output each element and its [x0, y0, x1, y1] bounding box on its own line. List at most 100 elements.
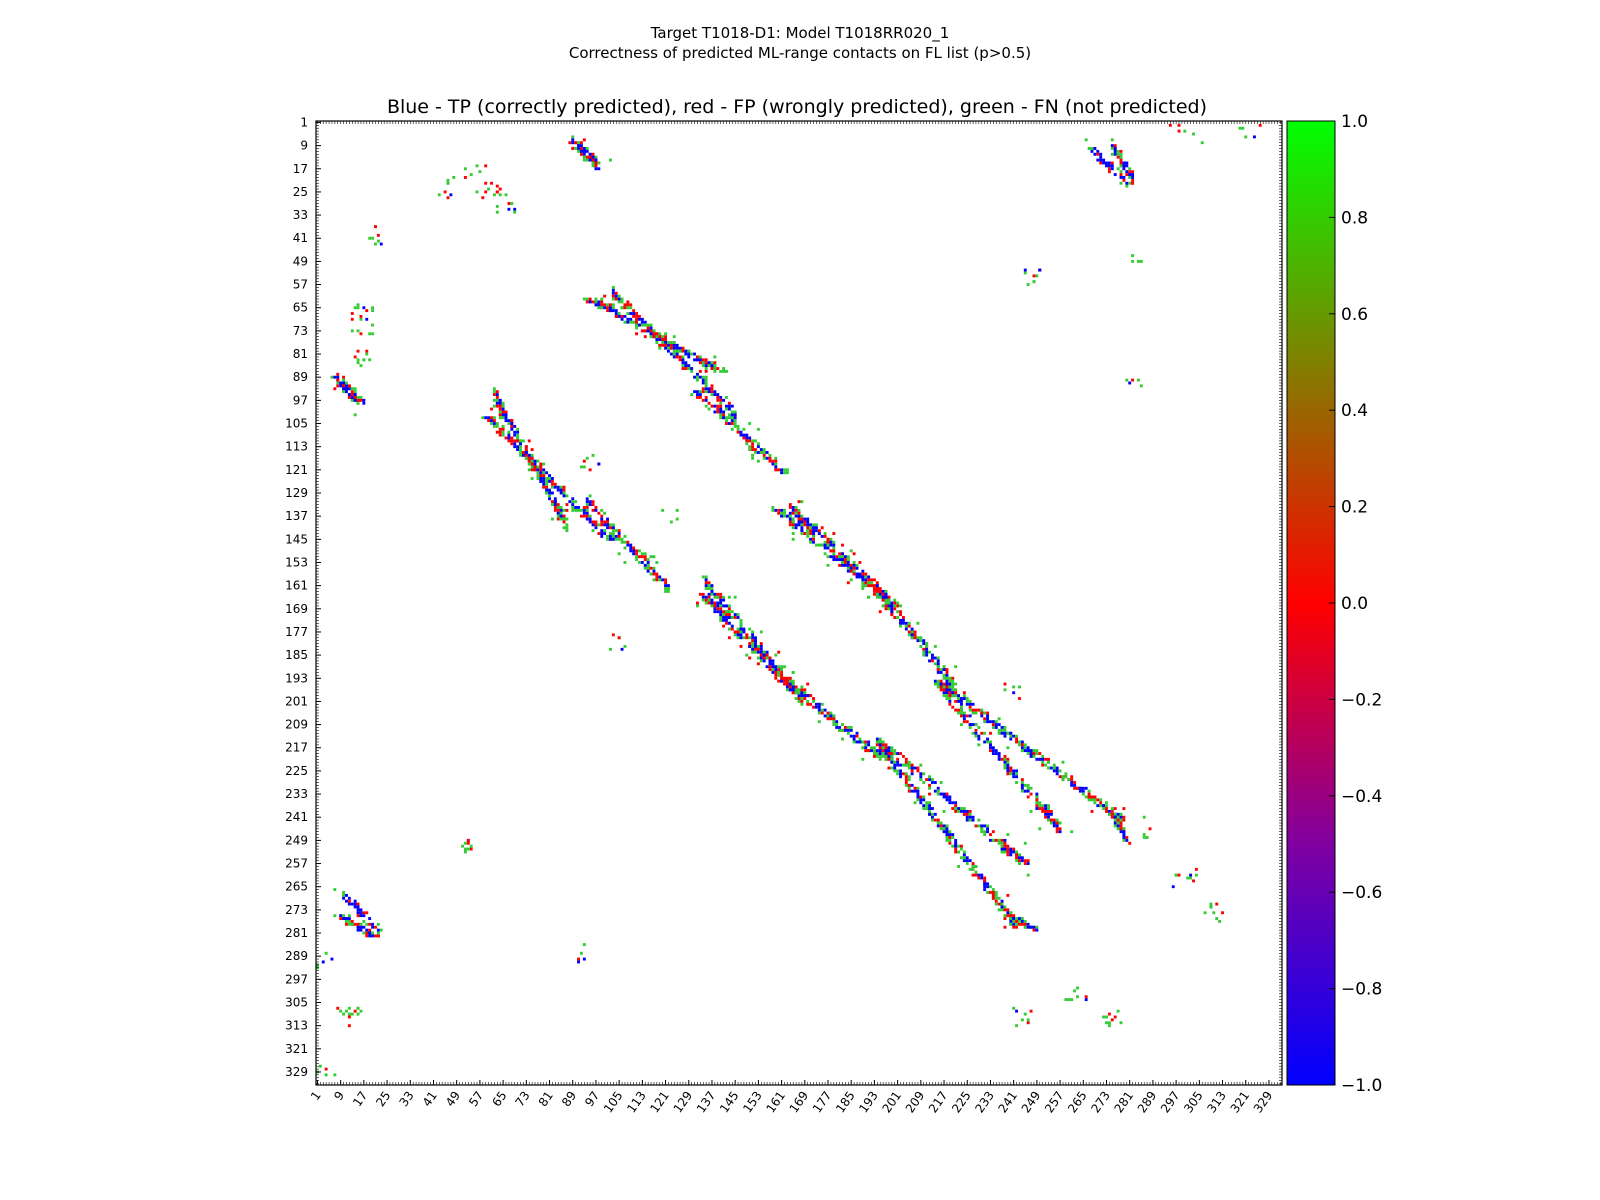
contact-cell	[1177, 873, 1181, 877]
contact-cell	[890, 766, 894, 770]
contact-cell	[812, 699, 815, 703]
contact-cell	[884, 589, 888, 593]
contact-cell	[768, 656, 772, 660]
contact-cell	[954, 850, 958, 854]
contact-cell	[948, 679, 952, 683]
contact-cell	[585, 500, 589, 504]
contact-cell	[501, 430, 505, 434]
contact-cell	[635, 558, 638, 562]
contact-cell	[1096, 149, 1100, 153]
contact-cell	[324, 1067, 328, 1071]
contact-cell	[1029, 786, 1033, 790]
contact-cell	[579, 147, 583, 150]
contact-cell	[1003, 734, 1007, 738]
contact-cell	[530, 453, 534, 457]
contact-cell	[629, 312, 633, 315]
contact-cell	[727, 422, 731, 425]
contact-cell	[945, 685, 949, 689]
contact-cell	[1012, 847, 1016, 851]
contact-cell	[1107, 1024, 1111, 1028]
contact-cell	[347, 393, 351, 397]
contact-cell	[800, 532, 804, 535]
contact-cell	[1119, 830, 1123, 834]
contact-cell	[495, 184, 499, 188]
contact-cell	[832, 558, 836, 562]
contact-cell	[1049, 766, 1053, 770]
contact-cell	[725, 419, 728, 423]
contact-cell	[704, 598, 708, 602]
contact-cell	[510, 439, 514, 443]
contact-cell	[716, 607, 720, 611]
contact-cell	[565, 523, 569, 527]
contact-cell	[713, 601, 717, 605]
contact-cell	[725, 416, 728, 420]
x-tick-label: 65	[489, 1089, 509, 1110]
contact-cell	[1087, 789, 1091, 793]
contact-cell	[872, 752, 876, 755]
contact-cell	[495, 210, 499, 214]
contact-cell	[733, 633, 737, 637]
contact-cell	[954, 682, 958, 686]
contact-cell	[997, 731, 1001, 735]
contact-cell	[1018, 859, 1021, 863]
contact-cell	[765, 665, 769, 669]
x-tick-label: 281	[1112, 1089, 1137, 1116]
contact-cell	[965, 812, 969, 816]
y-tick-label: 161	[285, 579, 308, 593]
contact-cell	[626, 300, 630, 304]
contact-cell	[492, 193, 496, 197]
contact-cell	[878, 587, 882, 590]
contact-cell	[936, 668, 940, 672]
contact-cell	[1215, 917, 1219, 920]
contact-cell	[777, 508, 781, 512]
contact-cell	[585, 511, 589, 515]
contact-cell	[371, 323, 375, 327]
contact-cell	[594, 158, 598, 162]
contact-cell	[855, 740, 859, 744]
contact-cell	[1055, 821, 1059, 825]
contact-cell	[667, 584, 670, 588]
contact-cell	[997, 752, 1001, 755]
contact-cell	[986, 891, 990, 894]
contact-cell	[345, 922, 348, 926]
contact-cell	[725, 613, 728, 617]
contact-cell	[623, 540, 627, 544]
contact-cell	[977, 708, 981, 712]
contact-cell	[759, 644, 763, 648]
contact-cell	[333, 914, 337, 918]
contact-cell	[783, 665, 786, 669]
contact-cell	[521, 453, 525, 457]
contact-cell	[1018, 685, 1021, 689]
contact-cell	[893, 607, 897, 611]
x-tick-label: 201	[879, 1089, 904, 1116]
contact-cell	[698, 358, 702, 362]
contact-cell	[1055, 769, 1059, 773]
contact-cell	[356, 902, 360, 906]
contact-cell	[736, 633, 740, 637]
contact-cell	[1186, 876, 1190, 880]
contact-cell	[350, 919, 354, 923]
contact-cell	[565, 508, 569, 512]
contact-cell	[754, 644, 757, 648]
contact-cell	[716, 604, 720, 608]
contact-cell	[710, 592, 714, 596]
contact-cell	[875, 754, 879, 758]
contact-cell	[783, 511, 786, 515]
contact-cell	[991, 838, 995, 842]
contact-cell	[1073, 989, 1077, 993]
contact-cell	[1131, 176, 1135, 179]
contact-cell	[620, 647, 624, 651]
x-tick-label: 305	[1181, 1089, 1206, 1116]
contact-cell	[916, 769, 920, 773]
y-tick-label: 329	[285, 1065, 308, 1079]
contact-cell	[960, 856, 963, 860]
contact-cell	[350, 396, 354, 399]
contact-cell	[768, 665, 772, 669]
contact-cell	[1119, 155, 1123, 159]
contact-cell	[803, 523, 807, 527]
contact-cell	[916, 792, 920, 796]
contact-cell	[980, 731, 984, 735]
contact-cell	[774, 508, 778, 512]
contact-cell	[579, 951, 583, 955]
contact-cell	[965, 809, 969, 813]
